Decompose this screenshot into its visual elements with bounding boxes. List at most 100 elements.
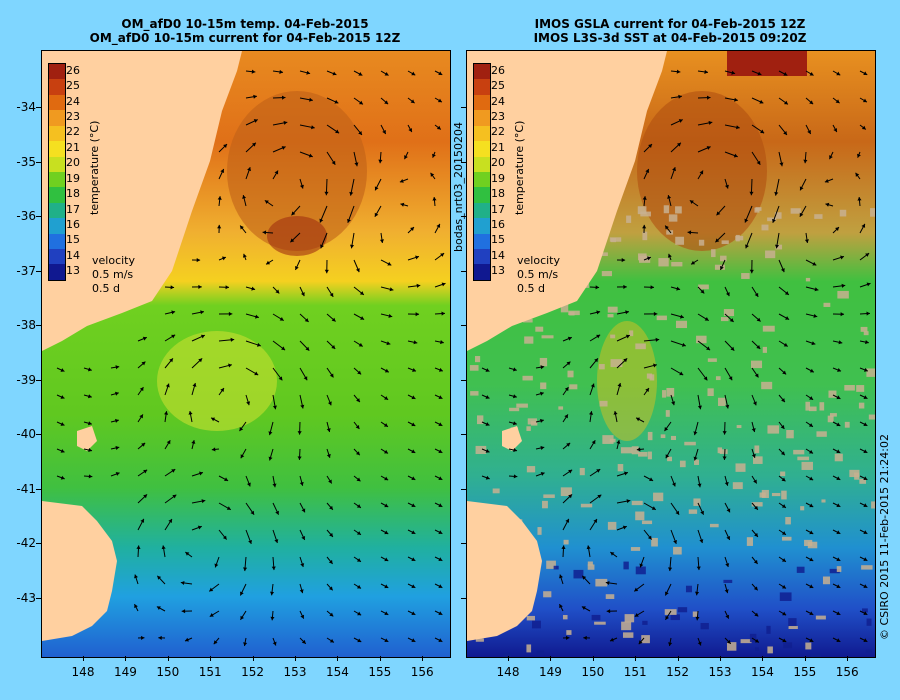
velocity-arrowhead — [299, 589, 304, 594]
velocity-arrowhead — [636, 417, 641, 422]
missing-data-patch — [783, 642, 793, 649]
colorbar-swatch — [474, 218, 490, 234]
velocity-arrowhead — [857, 153, 861, 158]
velocity-arrowhead — [304, 318, 309, 322]
velocity-arrowhead — [411, 422, 416, 427]
missing-data-patch — [580, 503, 593, 508]
velocity-arrowhead — [648, 144, 653, 148]
velocity-arrowhead — [616, 440, 621, 444]
velocity-arrowhead — [754, 373, 759, 378]
velocity-arrowhead — [60, 422, 65, 426]
missing-data-patch — [870, 208, 875, 217]
velocity-arrowhead — [693, 456, 698, 461]
velocity-arrowhead — [561, 545, 566, 549]
velocity-arrowhead — [114, 391, 119, 396]
velocity-arrowhead — [564, 414, 568, 419]
colorbar — [48, 63, 66, 281]
missing-data-patch — [754, 207, 760, 213]
velocity-arrowhead — [411, 395, 416, 400]
missing-data-patch — [821, 499, 826, 503]
velocity-arrowhead — [704, 317, 709, 321]
velocity-arrowhead — [209, 613, 214, 617]
missing-data-patch — [775, 244, 783, 250]
velocity-arrowhead — [329, 373, 334, 378]
velocity-arrowhead — [438, 476, 443, 480]
velocity-arrowhead — [87, 394, 92, 399]
missing-data-patch — [610, 359, 623, 368]
velocity-arrowhead — [251, 69, 256, 74]
velocity-arrowhead — [706, 346, 711, 351]
island — [77, 426, 97, 451]
missing-data-patch — [666, 387, 675, 397]
missing-data-patch — [635, 566, 646, 575]
colorbar-swatch — [474, 171, 490, 188]
colorbar-swatch — [474, 233, 490, 250]
velocity-arrowhead — [863, 449, 868, 454]
velocity-arrowhead — [809, 584, 814, 589]
colorbar-tick-label: 21 — [66, 140, 80, 154]
legend-title: velocity — [92, 254, 135, 267]
velocity-arrowhead — [836, 638, 841, 642]
missing-data-patch — [849, 469, 860, 478]
velocity-arrowhead — [411, 476, 416, 481]
velocity-arrowhead — [211, 447, 216, 452]
velocity-arrowhead — [725, 292, 730, 297]
y-axis-label: -38 — [16, 318, 36, 332]
missing-data-patch — [698, 239, 705, 246]
missing-data-patch — [569, 384, 578, 390]
velocity-arrowhead — [141, 442, 146, 447]
velocity-arrowhead — [389, 287, 394, 292]
velocity-arrowhead — [645, 169, 650, 173]
velocity-arrowhead — [606, 609, 611, 614]
missing-data-patch — [601, 252, 608, 256]
missing-data-patch — [753, 456, 763, 464]
velocity-arrowhead — [568, 469, 573, 474]
missing-data-patch — [626, 215, 632, 223]
colorbar-tick-label: 21 — [491, 140, 505, 154]
velocity-arrowhead — [169, 358, 173, 363]
velocity-arrowhead — [242, 253, 247, 258]
velocity-arrowhead — [399, 178, 404, 183]
velocity-arrowhead — [814, 287, 819, 292]
velocity-arrowhead — [272, 405, 277, 410]
velocity-arrowhead — [222, 535, 227, 540]
velocity-arrowhead — [278, 376, 283, 381]
velocity-arrowhead — [756, 345, 761, 349]
colorbar-tick-label: 26 — [491, 63, 505, 77]
velocity-arrowhead — [566, 442, 571, 447]
y-axis-label: -41 — [16, 481, 36, 496]
missing-data-patch — [871, 501, 875, 509]
velocity-arrowhead — [240, 454, 245, 459]
x-tick — [762, 656, 764, 661]
velocity-arrowhead — [680, 314, 684, 319]
velocity-arrowhead — [357, 611, 362, 616]
missing-data-patch — [651, 537, 658, 547]
velocity-arrowhead — [756, 317, 761, 322]
missing-data-patch — [675, 236, 685, 245]
velocity-arrowhead — [281, 146, 286, 150]
missing-data-patch — [587, 564, 595, 570]
missing-data-patch — [653, 492, 664, 502]
mainland-coast — [467, 51, 667, 351]
missing-data-patch — [766, 625, 771, 634]
velocity-arrowhead — [115, 472, 120, 476]
missing-data-patch — [866, 618, 872, 626]
y-tick — [36, 434, 41, 435]
velocity-arrowhead — [87, 421, 92, 426]
colorbar-swatch — [49, 125, 65, 142]
left-title-line1: OM_afD0 10-15m temp. 04-Feb-2015 — [121, 17, 369, 31]
velocity-arrowhead — [269, 591, 275, 596]
missing-data-patch — [809, 406, 817, 412]
x-axis-label: 155 — [368, 665, 392, 679]
velocity-arrowhead — [170, 285, 175, 290]
missing-data-patch — [844, 385, 855, 391]
y-axis-label: -40 — [16, 427, 36, 441]
velocity-arrowhead — [251, 286, 256, 291]
missing-data-patch — [631, 500, 643, 506]
missing-data-patch — [675, 320, 688, 329]
missing-data-patch — [607, 306, 618, 313]
velocity-arrowhead — [725, 614, 730, 619]
velocity-arrowhead — [841, 283, 846, 288]
velocity-arrowhead — [198, 358, 203, 363]
velocity-arrowhead — [200, 310, 204, 315]
